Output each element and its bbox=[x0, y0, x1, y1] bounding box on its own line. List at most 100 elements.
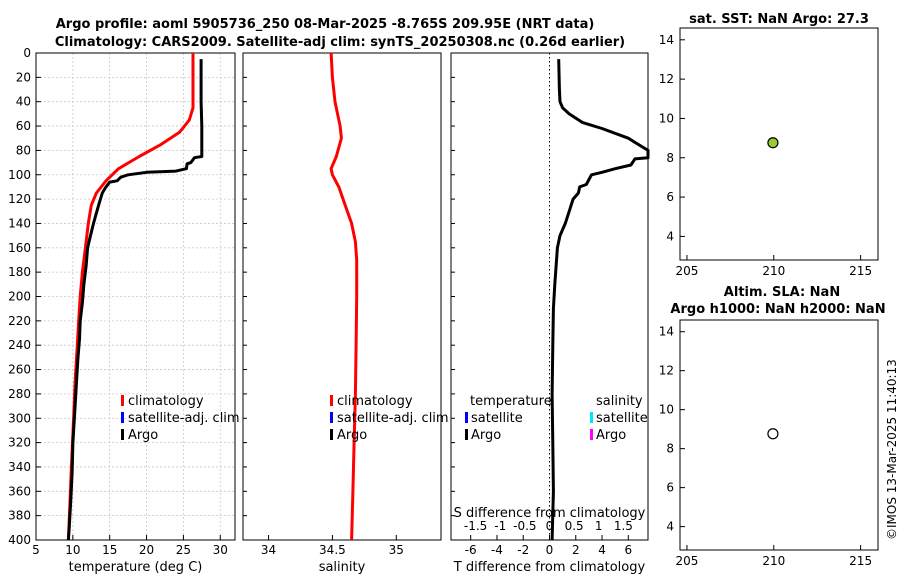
temperature-argo-line bbox=[66, 59, 204, 541]
depth-tick-label: 360 bbox=[8, 484, 31, 498]
depth-tick-label: 160 bbox=[8, 241, 31, 255]
figure-title-line2: Climatology: CARS2009. Satellite-adj cli… bbox=[55, 35, 625, 50]
depth-tick-label: 20 bbox=[16, 70, 31, 84]
altim-panel-subtitle: Argo h1000: NaN h2000: NaN bbox=[670, 302, 885, 317]
sst-map-ytick-label: 6 bbox=[666, 190, 674, 204]
altim-map-xtick-label: 205 bbox=[675, 554, 698, 568]
temperature-xtick-label: 30 bbox=[213, 543, 228, 557]
sst-map-plot-frame bbox=[679, 27, 879, 261]
difference-t-legend-label: Argo bbox=[471, 428, 501, 443]
temperature-legend-label: climatology bbox=[128, 394, 204, 409]
depth-tick-label: 240 bbox=[8, 338, 31, 352]
timestamp-stamp: ©IMOS 13-Mar-2025 11:40:13 bbox=[885, 359, 899, 540]
temperature-legend-swatch bbox=[121, 395, 124, 406]
depth-tick-label: 120 bbox=[8, 192, 31, 206]
altim-map-ytick-label: 8 bbox=[666, 442, 674, 456]
depth-tick-label: 380 bbox=[8, 509, 31, 523]
sst-map-ytick-label: 14 bbox=[659, 33, 674, 47]
depth-tick-label: 60 bbox=[16, 119, 31, 133]
sdiff-tick-label: -1 bbox=[494, 519, 506, 533]
salinity-legend-label: climatology bbox=[337, 394, 413, 409]
sst-map-xtick-label: 205 bbox=[675, 264, 698, 278]
difference-t-legend-swatch bbox=[465, 412, 468, 423]
sst-map-xtick-label: 215 bbox=[849, 264, 872, 278]
sst-map-float-marker bbox=[767, 137, 779, 149]
difference-s-legend-label: Argo bbox=[596, 428, 626, 443]
altim-panel-title: Altim. SLA: NaN bbox=[724, 285, 840, 300]
difference-xtick-label: 0 bbox=[546, 543, 554, 557]
temperature-legend-label: satellite-adj. clim bbox=[128, 411, 240, 426]
altim-map-float-marker bbox=[767, 428, 779, 440]
altim-map-xtick-label: 215 bbox=[849, 554, 872, 568]
difference-t-legend-label: satellite bbox=[471, 411, 523, 426]
difference-xtick-label: -6 bbox=[465, 543, 477, 557]
figure-title-line1: Argo profile: aoml 5905736_250 08-Mar-20… bbox=[56, 17, 595, 32]
sst-map-ytick-label: 10 bbox=[659, 111, 674, 125]
sdiff-tick-label: 1 bbox=[595, 519, 603, 533]
temperature-difference-line bbox=[550, 59, 650, 541]
difference-s-legend-label: satellite bbox=[596, 411, 648, 426]
difference-xtick-label: -2 bbox=[517, 543, 529, 557]
depth-tick-label: 340 bbox=[8, 460, 31, 474]
difference-s-legend-swatch bbox=[590, 412, 593, 423]
depth-tick-label: 140 bbox=[8, 216, 31, 230]
temperature-legend-label: Argo bbox=[128, 428, 158, 443]
sst-map-ytick-label: 8 bbox=[666, 151, 674, 165]
depth-tick-label: 260 bbox=[8, 363, 31, 377]
sst-map-xtick-label: 210 bbox=[762, 264, 785, 278]
t-difference-axis-label: T difference from climatology bbox=[453, 560, 646, 575]
temperature-legend-swatch bbox=[121, 412, 124, 423]
sst-map-ytick-label: 4 bbox=[666, 229, 674, 243]
sst-panel-title: sat. SST: NaN Argo: 27.3 bbox=[689, 12, 869, 27]
sdiff-tick-label: 0.5 bbox=[565, 519, 584, 533]
depth-tick-label: 200 bbox=[8, 290, 31, 304]
sdiff-tick-label: -0.5 bbox=[513, 519, 536, 533]
difference-xtick-label: 6 bbox=[624, 543, 632, 557]
s-difference-axis-label: S difference from climatology bbox=[454, 506, 646, 521]
depth-tick-label: 0 bbox=[23, 46, 31, 60]
temperature-xtick-label: 10 bbox=[65, 543, 80, 557]
depth-tick-label: 100 bbox=[8, 168, 31, 182]
salinity-plot-frame bbox=[242, 52, 442, 541]
sdiff-tick-label: 1.5 bbox=[614, 519, 633, 533]
temperature-xtick-label: 25 bbox=[176, 543, 191, 557]
altim-map-plot-frame bbox=[679, 319, 879, 551]
sst-map-ytick-label: 12 bbox=[659, 72, 674, 86]
depth-tick-label: 40 bbox=[16, 95, 31, 109]
salinity-xtick-label: 35 bbox=[389, 543, 404, 557]
legend-salinity-title: salinity bbox=[596, 394, 643, 409]
salinity-legend-label: Argo bbox=[337, 428, 367, 443]
sdiff-tick-label: 0 bbox=[546, 519, 554, 533]
salinity-legend-swatch bbox=[330, 412, 333, 423]
difference-t-legend-swatch bbox=[465, 429, 468, 440]
salinity-axis-label: salinity bbox=[319, 560, 366, 575]
altim-map-ytick-label: 14 bbox=[659, 325, 674, 339]
depth-tick-label: 220 bbox=[8, 314, 31, 328]
altim-map-xtick-label: 210 bbox=[762, 554, 785, 568]
depth-tick-label: 80 bbox=[16, 143, 31, 157]
altim-map-ytick-label: 10 bbox=[659, 403, 674, 417]
salinity-legend-swatch bbox=[330, 395, 333, 406]
salinity-xtick-label: 34 bbox=[261, 543, 276, 557]
difference-xtick-label: 4 bbox=[598, 543, 606, 557]
depth-tick-label: 300 bbox=[8, 411, 31, 425]
difference-xtick-label: 2 bbox=[572, 543, 580, 557]
salinity-legend-swatch bbox=[330, 429, 333, 440]
altim-map-ytick-label: 4 bbox=[666, 520, 674, 534]
sdiff-tick-label: -1.5 bbox=[464, 519, 487, 533]
difference-s-legend-swatch bbox=[590, 429, 593, 440]
temperature-axis-label: temperature (deg C) bbox=[69, 560, 203, 575]
depth-tick-label: 180 bbox=[8, 265, 31, 279]
temperature-climatology-line bbox=[66, 53, 195, 541]
temperature-xtick-label: 5 bbox=[32, 543, 40, 557]
altim-map-ytick-label: 6 bbox=[666, 481, 674, 495]
depth-tick-label: 320 bbox=[8, 436, 31, 450]
salinity-climatology-line bbox=[329, 52, 359, 541]
altim-map-ytick-label: 12 bbox=[659, 364, 674, 378]
temperature-xtick-label: 20 bbox=[139, 543, 154, 557]
temperature-legend-swatch bbox=[121, 429, 124, 440]
temperature-xtick-label: 15 bbox=[102, 543, 117, 557]
legend-temperature-title: temperature bbox=[470, 394, 552, 409]
difference-xtick-label: -4 bbox=[491, 543, 503, 557]
